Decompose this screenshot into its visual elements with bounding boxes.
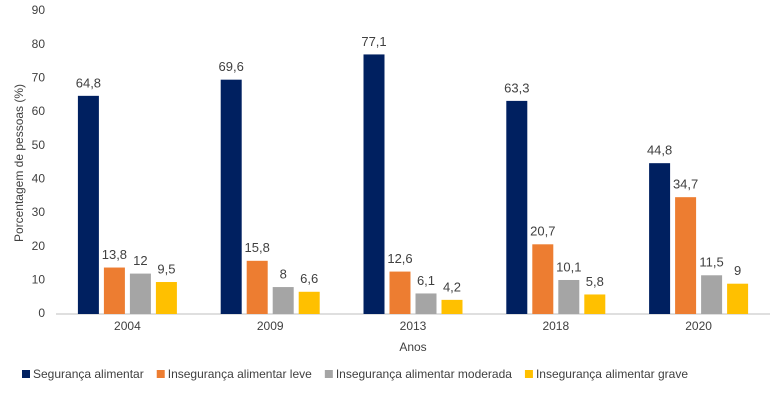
bar — [415, 293, 437, 314]
bar — [701, 275, 723, 314]
legend-label: Insegurança alimentar leve — [168, 367, 312, 381]
value-label: 69,6 — [219, 59, 244, 74]
y-tick-label: 10 — [32, 273, 46, 287]
bar — [532, 244, 554, 314]
bar — [441, 299, 463, 314]
legend-label: Insegurança alimentar grave — [536, 367, 688, 381]
value-label: 8 — [280, 267, 287, 282]
bar — [363, 54, 385, 315]
bar — [103, 267, 125, 314]
x-tick-label: 2020 — [685, 319, 712, 333]
y-tick-label: 0 — [38, 306, 45, 320]
bar — [727, 283, 749, 314]
x-axis-label: Anos — [399, 340, 426, 354]
y-tick-label: 90 — [32, 3, 46, 17]
bar — [220, 79, 242, 315]
x-tick-label: 2004 — [114, 319, 141, 333]
value-label: 44,8 — [647, 143, 672, 158]
bar — [298, 291, 320, 314]
value-label: 77,1 — [361, 34, 386, 49]
value-label: 12,6 — [387, 251, 412, 266]
y-axis-label: Porcentagem de pessoas (%) — [12, 84, 26, 242]
legend-swatch — [22, 370, 30, 378]
value-label: 20,7 — [530, 224, 555, 239]
value-label: 5,8 — [586, 274, 604, 289]
value-label: 9 — [734, 263, 741, 278]
x-tick-label: 2018 — [542, 319, 569, 333]
bar — [155, 282, 177, 314]
bar — [558, 279, 580, 314]
value-label: 6,1 — [417, 273, 435, 288]
x-tick-label: 2009 — [257, 319, 284, 333]
legend-label: Insegurança alimentar moderada — [336, 367, 512, 381]
y-tick-label: 20 — [32, 239, 46, 253]
bar — [246, 260, 268, 314]
bar — [584, 294, 606, 314]
value-label: 64,8 — [76, 75, 101, 90]
value-label: 34,7 — [673, 177, 698, 192]
bar — [77, 95, 99, 314]
y-tick-label: 50 — [32, 138, 46, 152]
legend-swatch — [324, 370, 333, 378]
bar — [129, 273, 151, 314]
value-label: 63,3 — [504, 80, 529, 95]
y-tick-label: 80 — [32, 37, 46, 51]
value-label: 10,1 — [556, 259, 581, 274]
x-tick-label: 2013 — [400, 319, 427, 333]
bar — [389, 271, 411, 314]
legend-swatch — [156, 370, 165, 378]
y-tick-label: 40 — [32, 172, 46, 186]
value-label: 6,6 — [300, 271, 318, 286]
bar — [649, 163, 671, 314]
y-tick-label: 60 — [32, 104, 46, 118]
bar — [272, 287, 294, 314]
value-label: 9,5 — [157, 261, 175, 276]
value-label: 12 — [133, 253, 147, 268]
value-label: 11,5 — [699, 255, 723, 270]
bar — [675, 197, 697, 314]
y-tick-label: 30 — [32, 205, 46, 219]
legend-swatch — [524, 370, 533, 378]
value-label: 4,2 — [443, 279, 461, 294]
value-label: 15,8 — [245, 240, 270, 255]
value-label: 13,8 — [102, 247, 127, 262]
y-tick-label: 70 — [32, 71, 46, 85]
bar — [506, 100, 528, 314]
legend-label: Segurança alimentar — [33, 367, 144, 381]
